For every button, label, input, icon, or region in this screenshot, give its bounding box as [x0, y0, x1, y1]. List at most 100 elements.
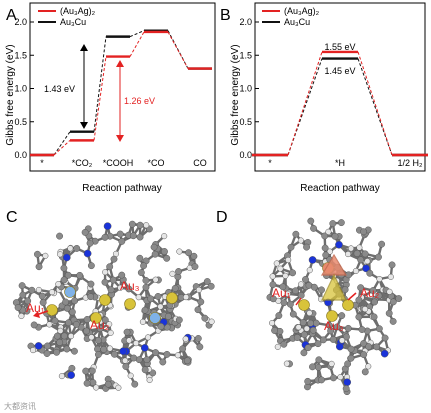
carbon-atom [378, 240, 386, 248]
panel-d: D Au₁ Au₂ Au₃ [216, 209, 403, 396]
carbon-atom [307, 319, 315, 327]
a-connector [93, 56, 107, 141]
carbon-atom [190, 252, 198, 260]
carbon-atom [163, 350, 171, 358]
panel-c-atoms [12, 220, 215, 392]
carbon-atom [122, 363, 130, 370]
nitrogen-atom [62, 253, 71, 262]
nitrogen-atom [103, 222, 112, 231]
carbon-atom [385, 309, 393, 317]
hydrogen-atom [161, 233, 168, 240]
carbon-atom [142, 283, 150, 291]
nitrogen-atom [308, 256, 317, 264]
panel-a-legend-label-1: (Au₃Ag)₂ [60, 6, 96, 16]
carbon-atom [43, 342, 51, 350]
carbon-atom [161, 248, 168, 255]
hydrogen-atom [174, 352, 181, 359]
panel-c-label-au1: Au₁ [26, 301, 45, 315]
carbon-atom [321, 232, 329, 240]
hydrogen-atom [29, 347, 37, 354]
panel-b-legend-label-1: (Au₃Ag)₂ [284, 6, 320, 16]
carbon-atom [28, 286, 36, 294]
hydrogen-atom [297, 237, 304, 244]
hydrogen-atom [269, 319, 276, 327]
carbon-atom [60, 276, 68, 284]
hydrogen-atom [115, 384, 122, 391]
hydrogen-atom [352, 267, 359, 275]
carbon-atom [118, 237, 126, 245]
carbon-atom [286, 300, 294, 308]
carbon-atom [94, 351, 102, 358]
carbon-atom [123, 328, 131, 336]
carbon-atom [141, 306, 149, 314]
carbon-atom [327, 327, 335, 335]
carbon-atom [101, 316, 109, 324]
carbon-atom [303, 243, 311, 251]
carbon-atom [76, 271, 84, 279]
panel-d-label-au1: Au₁ [272, 286, 291, 300]
a-xtick-label: *COOH [103, 158, 134, 168]
carbon-atom [43, 350, 51, 357]
hydrogen-atom [67, 245, 74, 252]
hydrogen-atom [339, 337, 346, 344]
panel-c-label-au2: Au₂ [90, 318, 110, 332]
carbon-atom [14, 304, 22, 311]
carbon-atom [24, 297, 32, 305]
hydrogen-atom [176, 248, 183, 255]
b-ytick-label: 0.5 [239, 117, 252, 127]
panel-a-legend-label-2: Au₃Cu [60, 17, 86, 27]
carbon-atom [152, 349, 160, 357]
carbon-atom [292, 287, 299, 295]
carbon-atom [19, 291, 27, 299]
b-connector [357, 58, 393, 156]
b-ytick-label: 2.0 [239, 17, 252, 27]
panel-b-y-ticks: 0.0 0.5 1.0 1.5 2.0 [239, 17, 259, 160]
a-ytick-label: 0.0 [14, 150, 27, 160]
panel-b-label: B [220, 7, 231, 24]
hydrogen-atom [35, 286, 42, 293]
a-connector [53, 131, 71, 156]
carbon-atom [107, 286, 115, 294]
carbon-atom [140, 262, 148, 270]
panel-b-annotation-1: 1.55 eV [324, 42, 355, 52]
hydrogen-atom [297, 281, 305, 288]
carbon-atom [101, 278, 109, 286]
panel-a-y-ticks: 0.0 0.5 1.0 1.5 2.0 [14, 17, 34, 160]
carbon-atom [357, 284, 365, 292]
hydrogen-atom [295, 324, 302, 331]
carbon-atom [183, 357, 191, 365]
hydrogen-atom [376, 275, 383, 283]
hydrogen-atom [337, 374, 344, 381]
b-ytick-label: 1.5 [239, 50, 252, 60]
hydrogen-atom [347, 245, 355, 252]
hydrogen-atom [58, 373, 65, 380]
carbon-atom [87, 280, 95, 288]
gold-atom [298, 299, 310, 311]
nitrogen-atom [380, 349, 389, 358]
carbon-atom [129, 232, 137, 240]
carbon-atom [87, 293, 95, 301]
carbon-atom [147, 295, 155, 303]
gold-atom [99, 294, 111, 306]
hydrogen-atom [18, 312, 25, 320]
a-ytick-label: 1.0 [14, 84, 27, 94]
carbon-atom [353, 250, 361, 257]
carbon-atom [347, 354, 355, 362]
panel-d-au-triangle [321, 273, 347, 301]
panel-b-plot-frame [254, 2, 426, 172]
nitrogen-atom [34, 342, 43, 350]
carbon-atom [370, 313, 378, 321]
carbon-atom [344, 360, 352, 368]
hydrogen-atom [285, 256, 292, 264]
carbon-atom [56, 338, 64, 346]
carbon-atom [60, 332, 68, 340]
hydrogen-atom [361, 306, 369, 313]
carbon-atom [100, 345, 108, 353]
carbon-atom [304, 344, 312, 352]
panel-a-ylabel: Gibbs free energy (eV) [5, 44, 16, 145]
carbon-atom [164, 312, 172, 320]
hydrogen-atom [132, 340, 140, 347]
carbon-atom [304, 377, 312, 385]
carbon-atom [109, 276, 117, 284]
carbon-atom [83, 327, 90, 335]
